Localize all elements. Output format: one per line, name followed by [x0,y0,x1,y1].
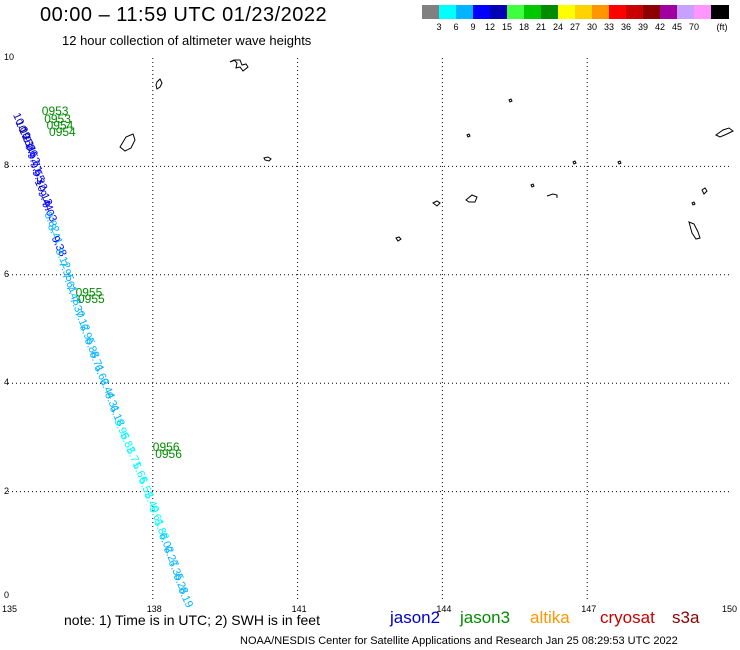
island-outline [465,194,478,203]
legend-label: 42 [654,22,665,32]
lat-tick-label: 2 [4,485,10,496]
legend-swatch [490,5,508,19]
time-label: 0955 [78,292,105,306]
legend-swatch [694,5,712,19]
lon-tick-label: 150 [722,604,738,614]
lon-tick-label: 141 [291,604,307,614]
island-outline [229,59,249,72]
island-outline [691,201,696,206]
legend-swatch [575,5,593,19]
lon-tick-label: 144 [436,604,452,614]
lon-tick-label: 147 [581,604,597,614]
legend-label: 12 [484,22,495,32]
legend-label: 45 [671,22,682,32]
legend-label: 39 [637,22,648,32]
legend-swatch [626,5,644,19]
legend-swatch [558,5,576,19]
time-label: 0953 [44,112,71,126]
island-outline [572,160,577,165]
lat-tick-label: 0 [4,590,10,600]
island-outline [715,127,734,138]
lat-tick-label: 4 [4,377,10,388]
legend-label: 30 [586,22,597,32]
satellite-name: jason3 [460,608,511,627]
lat-tick-label: 10 [4,52,15,62]
legend-swatch [524,5,542,19]
legend-label: 21 [535,22,546,32]
legend-swatch [660,5,678,19]
legend-swatch [507,5,525,19]
legend-label: 3 [436,22,442,32]
legend-swatch [473,5,491,19]
legend-swatch [439,5,457,19]
satellite-name: cryosat [600,608,655,627]
legend-swatch [541,5,559,19]
legend-unit: (ft) [716,22,728,32]
legend-label: 9 [470,22,476,32]
legend-swatch [592,5,610,19]
island-outline [263,156,272,162]
legend-swatch [677,5,695,19]
satellite-name: jason2 [390,608,441,627]
legend-label: 33 [603,22,614,32]
legend-swatch [711,5,729,19]
time-label: 0954 [49,125,76,139]
footer-note: note: 1) Time is in UTC; 2) SWH is in fe… [64,612,320,628]
island-outline [466,133,471,138]
legend-swatch [456,5,474,19]
swh-value: 6.19 [175,585,195,609]
island-outline [119,133,136,152]
lat-tick-label: 8 [4,160,10,171]
chart-title: 00:00 – 11:59 UTC 01/23/2022 [40,4,328,26]
legend-swatch [609,5,627,19]
legend-label: 15 [501,22,512,32]
chart-subtitle: 12 hour collection of altimeter wave hei… [62,33,312,48]
legend-label: 27 [569,22,580,32]
island-outline [546,193,558,198]
legend-label: 36 [620,22,631,32]
legend-label: 18 [518,22,529,32]
island-outline [617,160,622,165]
time-label: 0956 [153,440,180,454]
island-outline [688,221,701,240]
satellite-name: altika [530,608,570,627]
island-outline [701,187,708,195]
time-label: 0953 [42,104,69,118]
legend-label: 6 [453,22,459,32]
island-outline [432,200,441,207]
land-outlines [119,59,734,242]
legend-label: 24 [552,22,563,32]
grid-lines [8,58,732,600]
time-label: 0956 [155,447,182,461]
legend-label: 70 [688,22,699,32]
island-outline [395,236,402,242]
lat-tick-label: 6 [4,268,10,279]
legend-swatch [422,5,440,19]
lon-tick-label: 135 [2,604,18,614]
satellite-name: s3a [672,608,700,627]
island-outline [508,98,513,103]
swh-labels: 10.0910.2510.119.869.529.719.559.3210.13… [10,111,195,610]
island-outline [530,183,535,188]
island-outline [155,78,163,90]
lon-tick-label: 138 [146,604,162,614]
time-label: 0955 [76,285,103,299]
legend-swatch [643,5,661,19]
footer-credit: NOAA/NESDIS Center for Satellite Applica… [240,635,678,647]
time-label: 0954 [47,119,74,133]
